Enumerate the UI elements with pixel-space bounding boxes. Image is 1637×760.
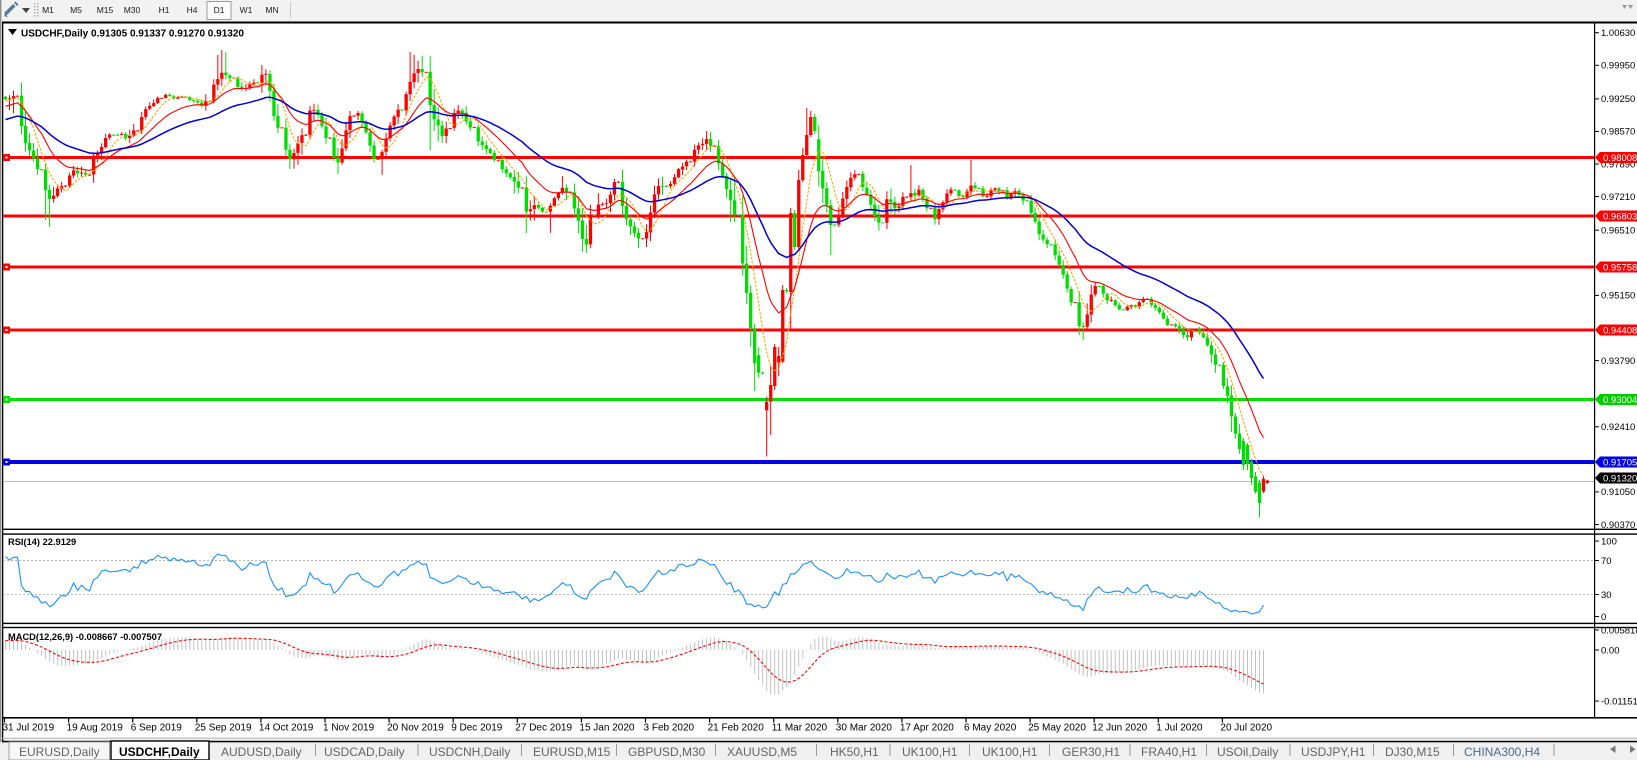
svg-text:USDJPY,H1: USDJPY,H1 [1301,745,1366,759]
svg-text:9 Dec 2019: 9 Dec 2019 [451,723,503,734]
svg-text:USDCHF,Daily 0.91305 0.91337: USDCHF,Daily 0.91305 0.91337 0.91270 0.9… [21,29,244,40]
svg-text:GER30,H1: GER30,H1 [1062,745,1120,759]
svg-text:0.91050: 0.91050 [1601,487,1635,498]
svg-text:0.95150: 0.95150 [1601,291,1635,302]
svg-text:0.98570: 0.98570 [1601,127,1635,138]
svg-text:FRA40,H1: FRA40,H1 [1141,745,1197,759]
svg-text:27 Dec 2019: 27 Dec 2019 [515,723,572,734]
svg-text:EURUSD,Daily: EURUSD,Daily [19,745,100,759]
svg-text:HK50,H1: HK50,H1 [830,745,879,759]
svg-text:6 May 2020: 6 May 2020 [964,723,1017,734]
svg-text:0.99250: 0.99250 [1601,94,1635,105]
svg-text:H1: H1 [159,5,170,15]
svg-text:USOil,Daily: USOil,Daily [1217,745,1278,759]
svg-text:17 Apr 2020: 17 Apr 2020 [900,723,954,734]
svg-text:25 May 2020: 25 May 2020 [1028,723,1086,734]
svg-text:30 Mar 2020: 30 Mar 2020 [836,723,893,734]
svg-text:30: 30 [1601,590,1612,601]
svg-text:MN: MN [265,5,278,15]
svg-text:0.95758: 0.95758 [1603,263,1637,274]
svg-text:M5: M5 [70,5,82,15]
svg-text:0.00: 0.00 [1601,645,1620,656]
svg-text:0.97210: 0.97210 [1601,192,1635,203]
svg-text:0.90370: 0.90370 [1601,520,1635,531]
svg-text:USDCAD,Daily: USDCAD,Daily [324,745,405,759]
svg-text:0.91320: 0.91320 [1603,474,1637,485]
svg-text:M30: M30 [124,5,141,15]
svg-text:31 Jul 2019: 31 Jul 2019 [3,723,55,734]
svg-text:12 Jun 2020: 12 Jun 2020 [1092,723,1147,734]
svg-text:AUDUSD,Daily: AUDUSD,Daily [221,745,302,759]
svg-text:19 Aug 2019: 19 Aug 2019 [67,723,124,734]
svg-text:0.93790: 0.93790 [1601,356,1635,367]
svg-text:15 Jan 2020: 15 Jan 2020 [579,723,634,734]
svg-text:GBPUSD,M30: GBPUSD,M30 [628,745,706,759]
svg-text:XAUUSD,M5: XAUUSD,M5 [727,745,797,759]
svg-text:11 Mar 2020: 11 Mar 2020 [772,723,828,734]
svg-text:CHINA300,H4: CHINA300,H4 [1464,745,1540,759]
svg-text:0.94408: 0.94408 [1603,326,1637,337]
svg-text:0.98008: 0.98008 [1603,153,1637,164]
svg-text:UK100,H1: UK100,H1 [982,745,1038,759]
svg-text:14 Oct 2019: 14 Oct 2019 [259,723,314,734]
svg-text:UK100,H1: UK100,H1 [902,745,958,759]
svg-text:0.96510: 0.96510 [1601,226,1635,237]
svg-text:1 Nov 2019: 1 Nov 2019 [323,723,375,734]
svg-text:0.91705: 0.91705 [1603,458,1637,469]
svg-text:RSI(14) 22.9129: RSI(14) 22.9129 [8,537,76,547]
svg-text:EURUSD,M15: EURUSD,M15 [533,745,611,759]
svg-text:0.92410: 0.92410 [1601,422,1635,433]
svg-text:3 Feb 2020: 3 Feb 2020 [644,723,695,734]
svg-text:20 Nov 2019: 20 Nov 2019 [387,723,444,734]
svg-text:MACD(12,26,9) -0.008667 -0.007: MACD(12,26,9) -0.008667 -0.007507 [8,632,162,642]
svg-text:25 Sep 2019: 25 Sep 2019 [195,723,252,734]
svg-text:DJ30,M15: DJ30,M15 [1385,745,1440,759]
svg-text:D1: D1 [214,5,225,15]
svg-text:21 Feb 2020: 21 Feb 2020 [708,723,765,734]
svg-text:H4: H4 [187,5,198,15]
svg-text:USDCHF,Daily: USDCHF,Daily [119,745,200,759]
svg-text:0.97890: 0.97890 [1601,159,1635,170]
svg-text:0: 0 [1601,612,1606,623]
svg-text:70: 70 [1601,556,1612,567]
svg-text:0.005818: 0.005818 [1601,625,1637,636]
svg-text:1 Jul 2020: 1 Jul 2020 [1156,723,1203,734]
svg-text:M15: M15 [97,5,114,15]
svg-text:USDCNH,Daily: USDCNH,Daily [429,745,510,759]
svg-text:100: 100 [1601,536,1617,547]
svg-text:1.00630: 1.00630 [1601,28,1635,39]
svg-text:M1: M1 [42,5,54,15]
svg-text:W1: W1 [240,5,253,15]
svg-text:6 Sep 2019: 6 Sep 2019 [131,723,183,734]
svg-text:0.99950: 0.99950 [1601,61,1635,72]
svg-text:0.96803: 0.96803 [1603,212,1637,223]
svg-text:20 Jul 2020: 20 Jul 2020 [1220,723,1272,734]
svg-text:0.93004: 0.93004 [1603,395,1637,406]
svg-text:-0.011514: -0.011514 [1601,696,1637,707]
